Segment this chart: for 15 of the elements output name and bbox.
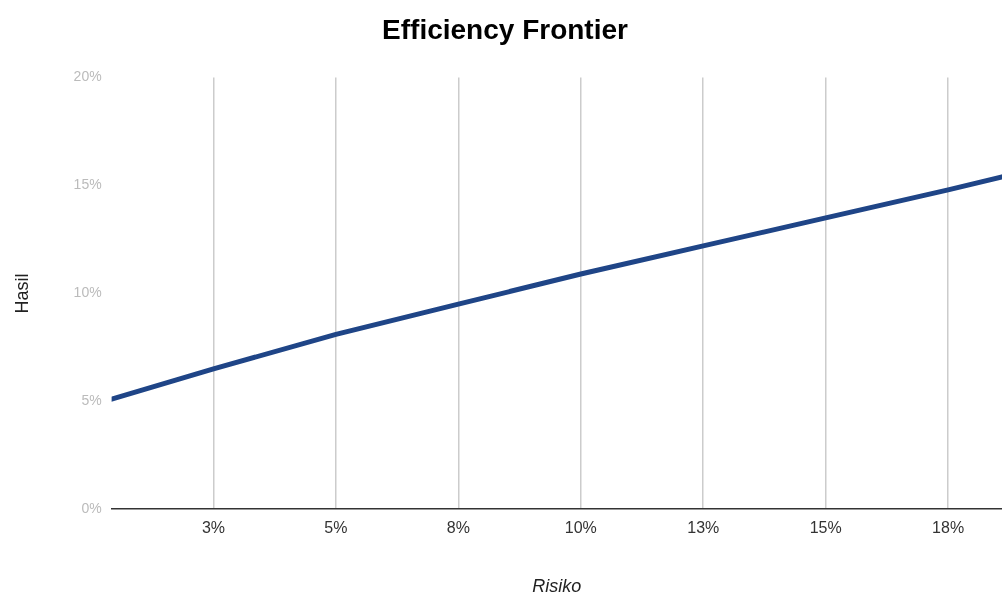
y-tick-label: 5% xyxy=(81,392,102,409)
x-tick-label: 8% xyxy=(446,519,470,537)
x-tick-label: 15% xyxy=(809,519,842,537)
x-tick-label: 18% xyxy=(932,519,965,537)
y-tick-label: 15% xyxy=(73,176,102,193)
y-tick-label: 10% xyxy=(73,284,102,301)
x-axis-title: Risiko xyxy=(532,576,582,597)
chart-title: Efficiency Frontier xyxy=(382,13,629,45)
y-tick-label: 0% xyxy=(81,500,102,517)
x-tick-label: 3% xyxy=(201,519,226,537)
y-axis-title: Hasil xyxy=(11,273,32,314)
x-tick-label: 13% xyxy=(687,519,720,537)
y-tick-label: 20% xyxy=(73,68,102,85)
x-tick-label: 5% xyxy=(324,519,348,537)
x-tick-label: 10% xyxy=(564,519,597,537)
